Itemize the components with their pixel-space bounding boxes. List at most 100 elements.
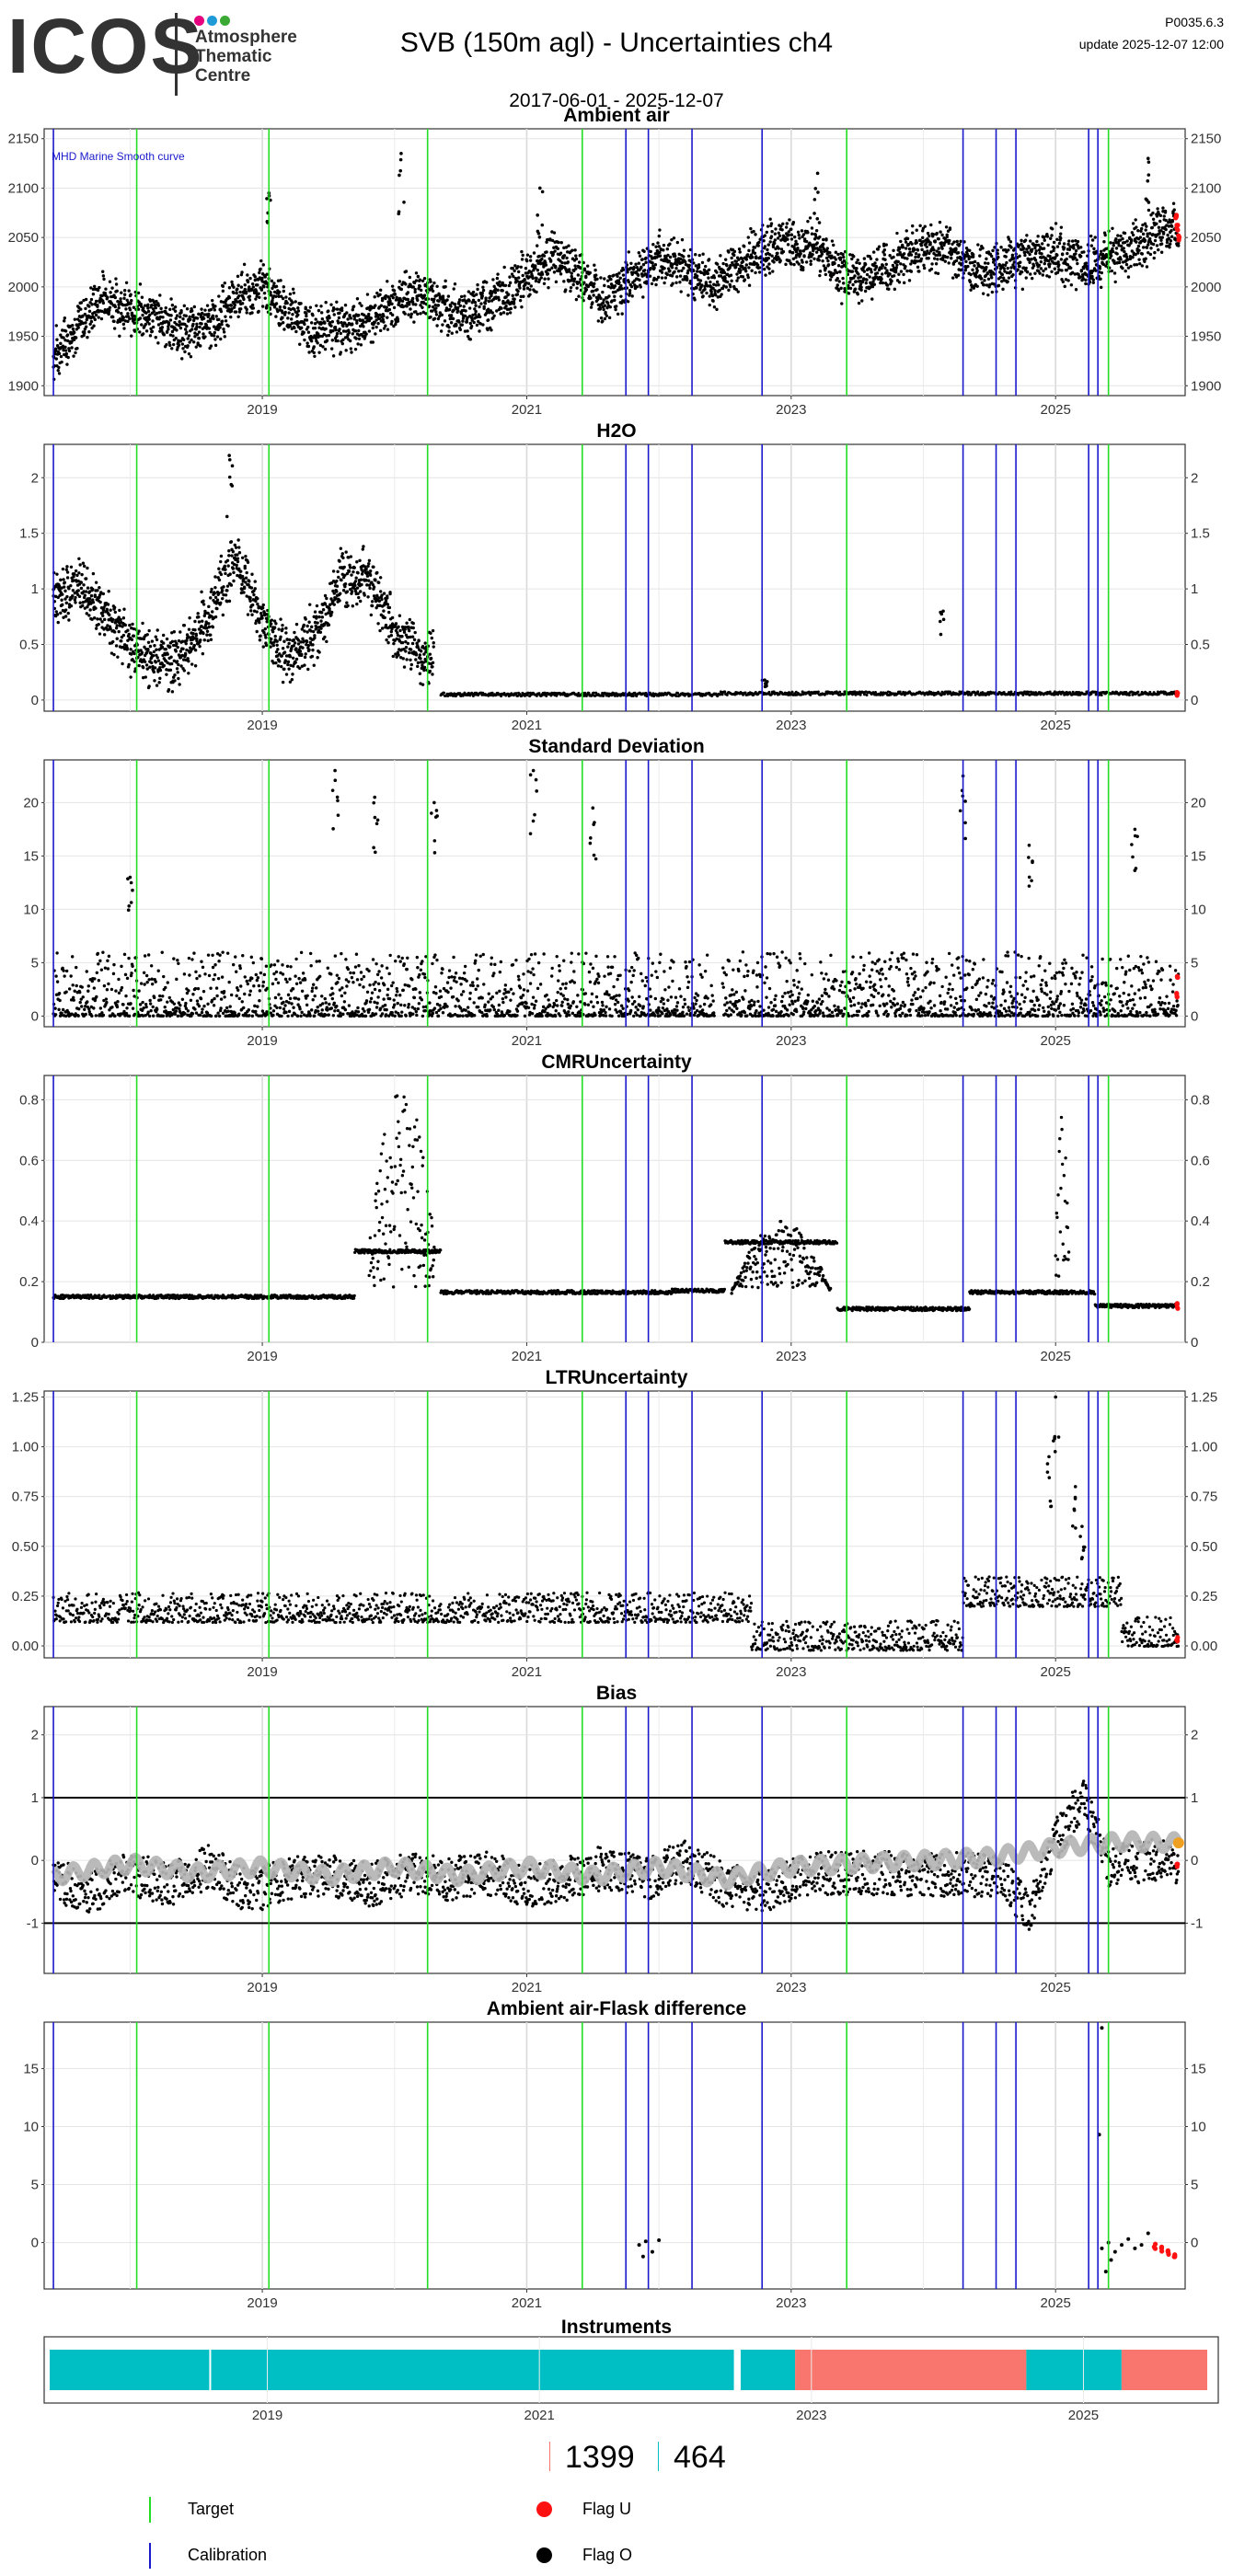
- data-point: [1039, 267, 1043, 270]
- data-point: [1144, 257, 1147, 260]
- data-point: [929, 223, 933, 227]
- data-point: [286, 660, 291, 664]
- data-point: [1048, 254, 1052, 259]
- data-point: [795, 242, 799, 247]
- data-point: [144, 329, 149, 333]
- data-point: [644, 256, 648, 260]
- data-point: [62, 352, 66, 357]
- data-point: [358, 318, 363, 323]
- data-point: [990, 290, 995, 294]
- data-point: [237, 293, 241, 298]
- data-point: [1059, 236, 1063, 240]
- data-point: [557, 240, 560, 245]
- data-point: [697, 263, 701, 267]
- data-point: [1165, 240, 1170, 245]
- data-point: [1057, 263, 1061, 267]
- data-point: [577, 281, 582, 284]
- data-point: [982, 282, 986, 287]
- data-point: [147, 628, 151, 633]
- data-point: [382, 314, 386, 318]
- logo-line-1: Atmosphere: [195, 28, 297, 47]
- data-point: [255, 629, 259, 634]
- version-label: P0035.6.3: [1165, 15, 1224, 29]
- data-point: [181, 347, 185, 351]
- outlier-point: [1146, 178, 1150, 183]
- data-point: [364, 332, 368, 336]
- data-point: [282, 650, 287, 654]
- data-point: [747, 266, 751, 270]
- outlier-point: [540, 190, 545, 194]
- data-point: [503, 283, 508, 287]
- data-point: [509, 306, 513, 311]
- data-point: [430, 297, 433, 302]
- data-point: [1147, 243, 1150, 247]
- data-point: [253, 275, 257, 279]
- data-point: [1135, 262, 1139, 267]
- data-point: [543, 277, 547, 281]
- data-point: [198, 325, 202, 329]
- data-point: [528, 293, 532, 296]
- data-point: [1043, 267, 1048, 270]
- data-point: [777, 231, 780, 235]
- data-point: [355, 586, 360, 590]
- data-point: [738, 250, 742, 254]
- data-point: [656, 275, 661, 279]
- data-point: [143, 660, 147, 663]
- data-point: [354, 576, 358, 580]
- data-point: [851, 282, 855, 287]
- data-point: [315, 304, 318, 307]
- data-point: [467, 299, 471, 303]
- data-point: [360, 582, 363, 587]
- data-point: [1050, 234, 1054, 237]
- data-point: [674, 254, 677, 259]
- data-point: [938, 253, 942, 257]
- data-point: [194, 632, 198, 637]
- data-point: [476, 282, 479, 287]
- data-point: [369, 316, 374, 320]
- data-point: [1109, 241, 1112, 245]
- data-point: [911, 231, 915, 235]
- data-point: [1035, 239, 1039, 244]
- data-point: [513, 264, 517, 268]
- data-point: [958, 242, 962, 247]
- data-point: [915, 241, 918, 245]
- data-point: [1033, 271, 1037, 275]
- data-point: [188, 340, 191, 344]
- data-point: [185, 330, 189, 334]
- data-point: [55, 338, 59, 341]
- data-point: [293, 630, 296, 635]
- data-point: [892, 255, 895, 259]
- data-point: [236, 287, 239, 291]
- data-point: [773, 232, 778, 236]
- data-point: [213, 595, 218, 600]
- data-point: [112, 652, 116, 657]
- data-point: [292, 644, 295, 648]
- data-point: [1135, 225, 1138, 229]
- data-point: [284, 295, 288, 299]
- data-point: [392, 305, 397, 310]
- data-point: [464, 309, 467, 313]
- data-point: [316, 656, 319, 660]
- data-point: [215, 598, 220, 602]
- data-point: [60, 360, 63, 364]
- data-point: [811, 252, 814, 257]
- data-point: [94, 581, 98, 584]
- data-point: [65, 362, 69, 366]
- data-point: [191, 340, 196, 344]
- data-point: [274, 302, 279, 305]
- data-point: [414, 271, 419, 275]
- data-point: [198, 644, 202, 649]
- data-point: [746, 236, 750, 239]
- data-point: [93, 317, 98, 322]
- data-point: [122, 327, 126, 330]
- data-point: [621, 268, 626, 271]
- data-point: [88, 608, 92, 612]
- data-point: [858, 275, 863, 279]
- data-point: [902, 272, 905, 277]
- data-point: [294, 657, 299, 661]
- data-point: [1151, 217, 1156, 221]
- data-point: [248, 298, 252, 302]
- data-point: [1075, 258, 1078, 262]
- data-point: [668, 255, 673, 259]
- data-point: [923, 224, 928, 228]
